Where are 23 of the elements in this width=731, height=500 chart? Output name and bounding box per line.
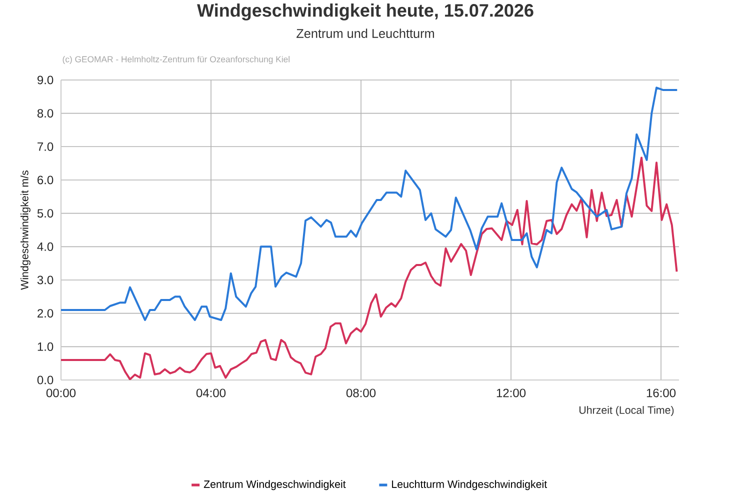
y-axis-title: Windgeschwindigkeit m/s [20, 170, 30, 290]
chart-title: Windgeschwindigkeit heute, 15.07.2026 [197, 4, 534, 20]
y-tick-label: 1.0 [38, 342, 54, 351]
y-tick-label: 4.0 [37, 242, 54, 251]
legend-label: Leuchtturm Windgeschwindigkeit [392, 480, 547, 490]
legend-label: Zentrum Windgeschwindigkeit [204, 480, 346, 490]
x-tick-label: 00:00 [46, 388, 76, 398]
text: (c) GEOMAR - Helmholtz-Zentrum für Ozeanforschung Kiel [62, 56, 290, 64]
y-tick-label: 9.0 [38, 76, 54, 84]
y-tick-label: 3.0 [37, 276, 54, 284]
x-tick-label: 16:00 [646, 388, 676, 398]
y-tick-label: 8.0 [37, 109, 54, 118]
x-axis-title: Uhrzeit (Local Time) [579, 406, 674, 416]
y-tick-label: 6.0 [38, 176, 54, 184]
chart-subtitle: Zentrum und Leuchtturm [296, 28, 434, 38]
line-series [61, 86, 678, 321]
x-tick-label: 04:00 [196, 388, 226, 398]
x-tick-label: 08:00 [346, 388, 376, 398]
y-tick-label: 2.0 [38, 309, 54, 318]
y-tick-label: 7.0 [38, 142, 54, 151]
y-tick-label: 0.0 [37, 376, 54, 384]
x-tick-label: 12:00 [496, 388, 526, 398]
y-tick-label: 5.0 [37, 209, 54, 218]
